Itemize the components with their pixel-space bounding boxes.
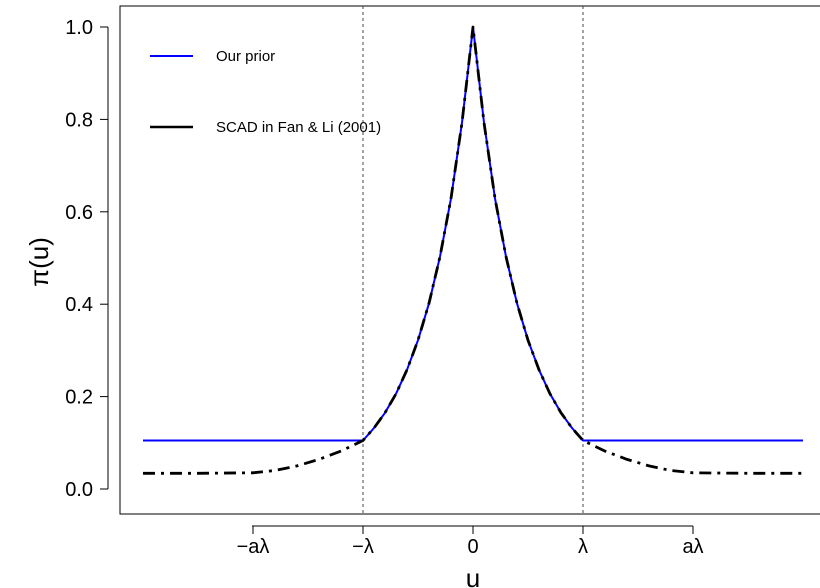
plot-frame bbox=[119, 5, 820, 515]
y-axis: 0.0 0.2 0.4 0.6 0.8 1.0 bbox=[65, 17, 109, 501]
x-tick-label-1: −λ bbox=[352, 536, 374, 558]
series-line-our-prior bbox=[143, 26, 803, 442]
x-axis: −aλ −λ 0 λ aλ bbox=[237, 525, 704, 558]
y-tick-label-2: 0.4 bbox=[65, 294, 93, 316]
y-axis-title: π(u) bbox=[24, 237, 54, 287]
y-tick-label-4: 0.8 bbox=[65, 109, 93, 131]
legend-label-scad: SCAD in Fan & Li (2001) bbox=[216, 119, 381, 136]
y-tick-label-0: 0.0 bbox=[65, 479, 93, 501]
reference-lines bbox=[362, 6, 584, 514]
x-tick-label-4: aλ bbox=[682, 536, 703, 558]
y-tick-label-1: 0.2 bbox=[65, 387, 93, 409]
y-tick-label-3: 0.6 bbox=[65, 202, 93, 224]
x-axis-title: u bbox=[466, 563, 480, 588]
x-tick-label-0: −aλ bbox=[237, 536, 270, 558]
x-tick-label-3: λ bbox=[578, 536, 588, 558]
y-tick-label-5: 1.0 bbox=[65, 17, 93, 39]
series-layer bbox=[143, 25, 803, 475]
legend: Our prior SCAD in Fan & Li (2001) bbox=[150, 48, 381, 136]
legend-label-our-prior: Our prior bbox=[216, 48, 275, 65]
x-tick-label-2: 0 bbox=[467, 536, 478, 558]
series-line-scad bbox=[143, 25, 803, 475]
